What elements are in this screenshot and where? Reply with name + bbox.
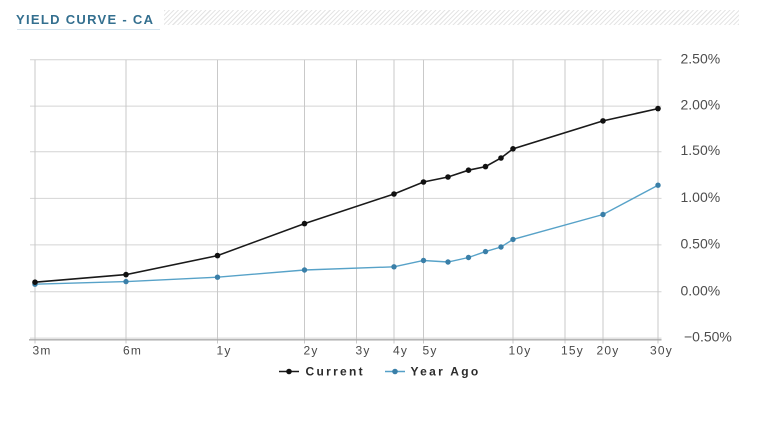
svg-text:2.00%: 2.00%: [681, 97, 721, 113]
svg-text:30y: 30y: [650, 343, 673, 357]
svg-text:10y: 10y: [509, 343, 532, 357]
svg-text:20y: 20y: [597, 343, 620, 357]
svg-text:3m: 3m: [32, 343, 51, 357]
svg-text:0.50%: 0.50%: [681, 235, 721, 251]
svg-text:5y: 5y: [422, 343, 437, 357]
svg-text:2.50%: 2.50%: [681, 50, 721, 66]
svg-text:1y: 1y: [216, 343, 231, 357]
svg-text:1.50%: 1.50%: [681, 142, 721, 158]
svg-text:−0.50%: −0.50%: [684, 329, 732, 345]
svg-text:15y: 15y: [561, 343, 584, 357]
svg-text:Year Ago: Year Ago: [411, 365, 481, 379]
svg-text:2y: 2y: [303, 343, 318, 357]
svg-text:0.00%: 0.00%: [681, 282, 721, 298]
svg-text:1.00%: 1.00%: [681, 189, 721, 205]
svg-text:4y: 4y: [393, 343, 408, 357]
svg-text:3y: 3y: [355, 343, 370, 357]
svg-text:Current: Current: [306, 365, 365, 379]
svg-text:6m: 6m: [123, 343, 142, 357]
